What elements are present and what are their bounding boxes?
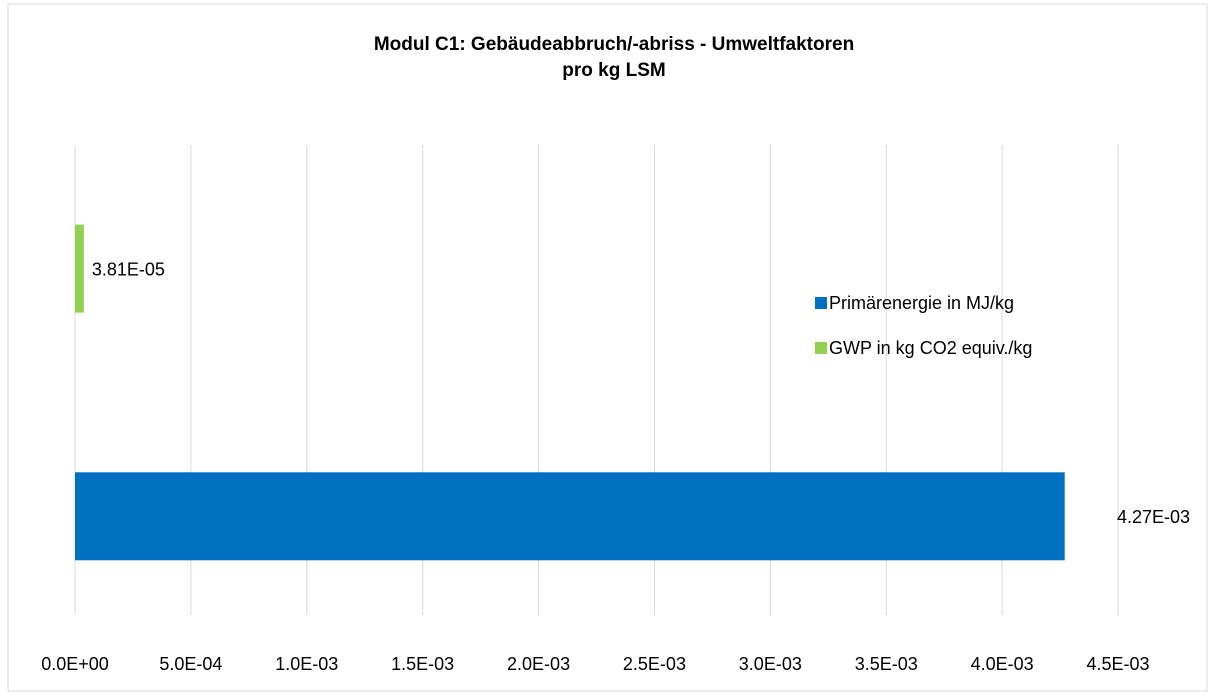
- x-tick-label: 2.0E-03: [507, 654, 570, 674]
- x-tick-label: 4.5E-03: [1086, 654, 1149, 674]
- legend-label: Primärenergie in MJ/kg: [829, 293, 1014, 313]
- x-tick-label: 1.5E-03: [391, 654, 454, 674]
- legend-swatch: [815, 297, 827, 309]
- legend-swatch: [815, 342, 827, 354]
- chart-title: Modul C1: Gebäudeabbruch/-abriss - Umwel…: [374, 34, 854, 55]
- data-label: 4.27E-03: [1117, 507, 1190, 527]
- chart-title: pro kg LSM: [562, 60, 665, 81]
- bar: [75, 224, 84, 313]
- data-label: 3.81E-05: [92, 259, 165, 279]
- x-tick-label: 3.5E-03: [855, 654, 918, 674]
- x-tick-label: 0.0E+00: [41, 654, 109, 674]
- bar: [75, 472, 1065, 561]
- x-tick-label: 2.5E-03: [623, 654, 686, 674]
- chart-border: [7, 3, 1208, 692]
- x-tick-label: 1.0E-03: [275, 654, 338, 674]
- x-tick-label: 3.0E-03: [739, 654, 802, 674]
- legend-label: GWP in kg CO2 equiv./kg: [829, 338, 1032, 358]
- x-tick-label: 4.0E-03: [971, 654, 1034, 674]
- x-tick-label: 5.0E-04: [159, 654, 222, 674]
